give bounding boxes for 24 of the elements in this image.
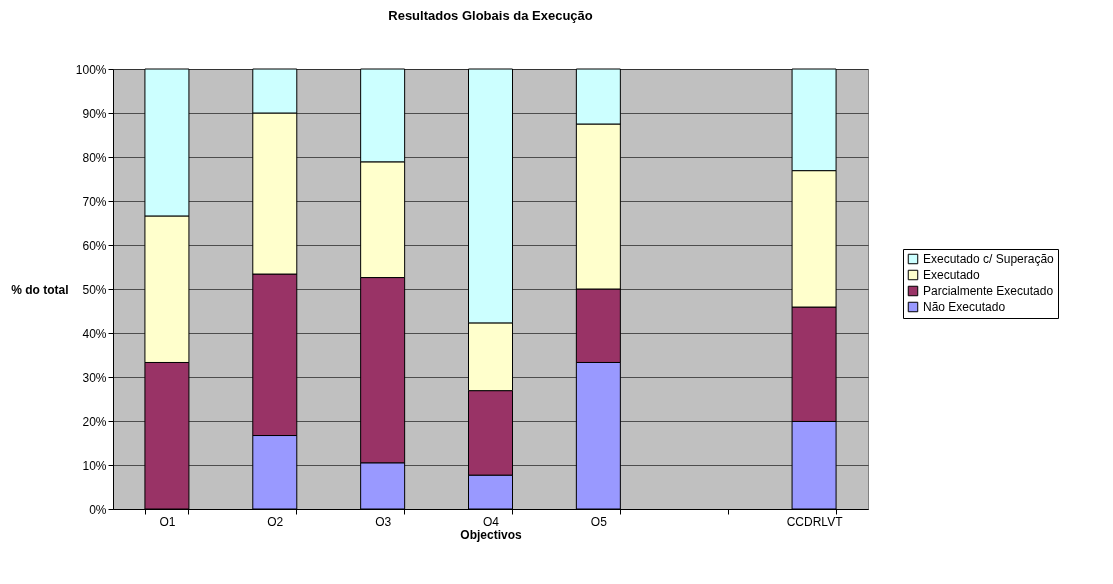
y-tick-label: 90% [82, 106, 107, 121]
y-tick-label: 80% [82, 150, 107, 165]
y-tick-label: 20% [82, 414, 107, 429]
y-tick-label: 10% [82, 458, 107, 473]
chart-title: Resultados Globais da Execução [388, 8, 593, 23]
x-tick-label: O2 [267, 514, 284, 529]
x-tick-label: O5 [590, 514, 608, 529]
y-axis-title: % do total [11, 282, 69, 297]
x-tick-label: O1 [159, 514, 176, 529]
legend-label: Parcialmente Executado [923, 284, 1054, 298]
y-tick-label: 70% [82, 194, 107, 209]
y-tick-label: 50% [82, 282, 107, 297]
y-tick-label: 60% [82, 238, 107, 253]
x-axis-title: Objectivos [460, 527, 522, 542]
legend-label: Executado c/ Superação [923, 252, 1055, 266]
legend-label: Executado [923, 268, 981, 282]
legend-label: Não Executado [923, 300, 1006, 314]
y-tick-label: 40% [82, 326, 107, 341]
y-tick-label: 30% [82, 370, 107, 385]
y-tick-label: 100% [75, 62, 107, 77]
y-tick-label: 0% [89, 502, 107, 517]
x-tick-label: O4 [482, 514, 500, 529]
x-tick-label: CCDRLVT [786, 514, 844, 529]
x-tick-label: O3 [375, 514, 392, 529]
